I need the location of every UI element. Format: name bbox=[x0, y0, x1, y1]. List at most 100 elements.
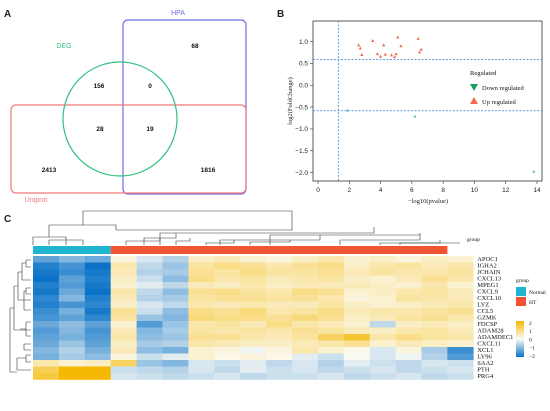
heatmap-cell bbox=[188, 262, 215, 270]
heatmap-cell bbox=[317, 314, 345, 322]
heatmap-cell bbox=[214, 295, 241, 302]
heatmap-cell bbox=[162, 256, 189, 263]
heatmap-cell bbox=[110, 340, 137, 348]
heatmap-cell bbox=[266, 301, 293, 309]
heatmap-cell bbox=[58, 334, 86, 341]
heatmap-cell bbox=[369, 360, 396, 367]
heatmap-cell bbox=[188, 340, 215, 348]
heatmap-cell bbox=[58, 347, 86, 354]
heatmap-cell bbox=[58, 314, 86, 322]
up-regulated-point bbox=[383, 52, 387, 56]
heatmap-cell bbox=[447, 366, 474, 374]
heatmap-cell bbox=[214, 256, 241, 263]
heatmap-cell bbox=[447, 295, 474, 302]
heatmap-cell bbox=[33, 262, 60, 270]
heatmap-cell bbox=[136, 314, 163, 322]
heatmap-cell bbox=[369, 314, 396, 322]
heatmap-cell bbox=[395, 314, 422, 322]
group-annotation-label: group bbox=[467, 237, 480, 243]
heatmap-cell bbox=[369, 262, 396, 270]
heatmap-cell bbox=[84, 347, 111, 354]
heatmap-cell bbox=[343, 340, 370, 348]
heatmap-cell bbox=[58, 360, 86, 367]
heatmap-cell bbox=[369, 288, 396, 296]
legend-marker-up bbox=[470, 97, 478, 104]
heatmap-cell bbox=[84, 282, 111, 289]
y-tick-label: −0.5 bbox=[295, 104, 308, 111]
region-all-three: 19 bbox=[146, 126, 154, 133]
heatmap-cell bbox=[136, 360, 163, 367]
heatmap-cell bbox=[188, 282, 215, 289]
heatmap-cell bbox=[395, 269, 422, 276]
heatmap-cell bbox=[136, 353, 163, 361]
heatmap-cell bbox=[343, 256, 370, 263]
heatmap-cell bbox=[110, 327, 137, 335]
heatmap-cell bbox=[343, 366, 370, 374]
heatmap-cell bbox=[292, 340, 319, 348]
heatmap-cell bbox=[292, 347, 319, 354]
row-dendrogram bbox=[9, 259, 31, 373]
heatmap-cell bbox=[33, 321, 60, 328]
heatmap-cell bbox=[136, 321, 163, 328]
heatmap-cell bbox=[369, 347, 396, 354]
heatmap-cell bbox=[317, 301, 345, 309]
group-legend-label-normal: Normal bbox=[529, 290, 546, 296]
heatmap-cell bbox=[188, 366, 215, 374]
heatmap-cell bbox=[369, 334, 396, 341]
color-scale-ticks: 2 1 0 −1 −2 bbox=[529, 321, 535, 360]
heatmap-cell bbox=[188, 275, 215, 283]
heatmap-cell bbox=[343, 353, 370, 361]
heatmap-cell bbox=[395, 256, 422, 263]
heatmap-cell bbox=[421, 321, 448, 328]
heatmap-cell bbox=[33, 288, 60, 296]
heatmap-cell bbox=[110, 314, 137, 322]
heatmap-cell bbox=[84, 295, 111, 302]
heatmap-cell bbox=[343, 282, 370, 289]
heatmap-cell bbox=[292, 256, 319, 263]
heatmap-cell bbox=[317, 262, 345, 270]
heatmap-cell bbox=[266, 321, 293, 328]
heatmap-cell bbox=[110, 373, 137, 380]
heatmap-cell bbox=[33, 366, 60, 374]
heatmap-cell bbox=[110, 269, 137, 276]
heatmap-cell bbox=[188, 314, 215, 322]
heatmap-cell bbox=[447, 327, 474, 335]
y-axis-label: log2(FoldChange) bbox=[287, 77, 294, 125]
y-tick-label: 1.0 bbox=[299, 39, 308, 46]
heatmap-cell bbox=[58, 353, 86, 361]
heatmap-cell bbox=[266, 347, 293, 354]
gene-label: CCL5 bbox=[477, 308, 493, 315]
heatmap-cell bbox=[188, 327, 215, 335]
legend-title: Regulated bbox=[470, 70, 497, 77]
group-legend-label-ht: HT bbox=[529, 300, 537, 306]
heatmap-cell bbox=[395, 308, 422, 315]
heatmap-cell bbox=[188, 308, 215, 315]
heatmap-cell bbox=[317, 269, 345, 276]
x-tick-label: 2 bbox=[347, 187, 351, 194]
heatmap-cell bbox=[369, 282, 396, 289]
heatmap-cell bbox=[33, 334, 60, 341]
x-tick-label: 6 bbox=[410, 187, 414, 194]
heatmap-cell bbox=[136, 288, 163, 296]
heatmap-cell bbox=[447, 308, 474, 315]
heatmap-cell bbox=[162, 301, 189, 309]
region-hpa-uniprot: 1816 bbox=[201, 167, 216, 174]
heatmap-cell bbox=[292, 301, 319, 309]
heatmap-cell bbox=[292, 360, 319, 367]
heatmap-cell bbox=[421, 340, 448, 348]
heatmap-cell bbox=[110, 288, 137, 296]
heatmap-cell bbox=[110, 282, 137, 289]
heatmap-cell bbox=[84, 340, 111, 348]
region-hpa-only: 68 bbox=[191, 43, 199, 50]
panel-label-b: B bbox=[277, 9, 284, 20]
heatmap-cell bbox=[421, 308, 448, 315]
heatmap-cell bbox=[162, 321, 189, 328]
heatmap-cell bbox=[214, 353, 241, 361]
heatmap-cell bbox=[33, 353, 60, 361]
heatmap-cell bbox=[58, 269, 86, 276]
heatmap-cell bbox=[240, 360, 267, 367]
heatmap-cell bbox=[136, 308, 163, 315]
panel-c: C group bbox=[4, 210, 546, 380]
up-regulated-point bbox=[416, 36, 420, 40]
heatmap-cell bbox=[369, 275, 396, 283]
